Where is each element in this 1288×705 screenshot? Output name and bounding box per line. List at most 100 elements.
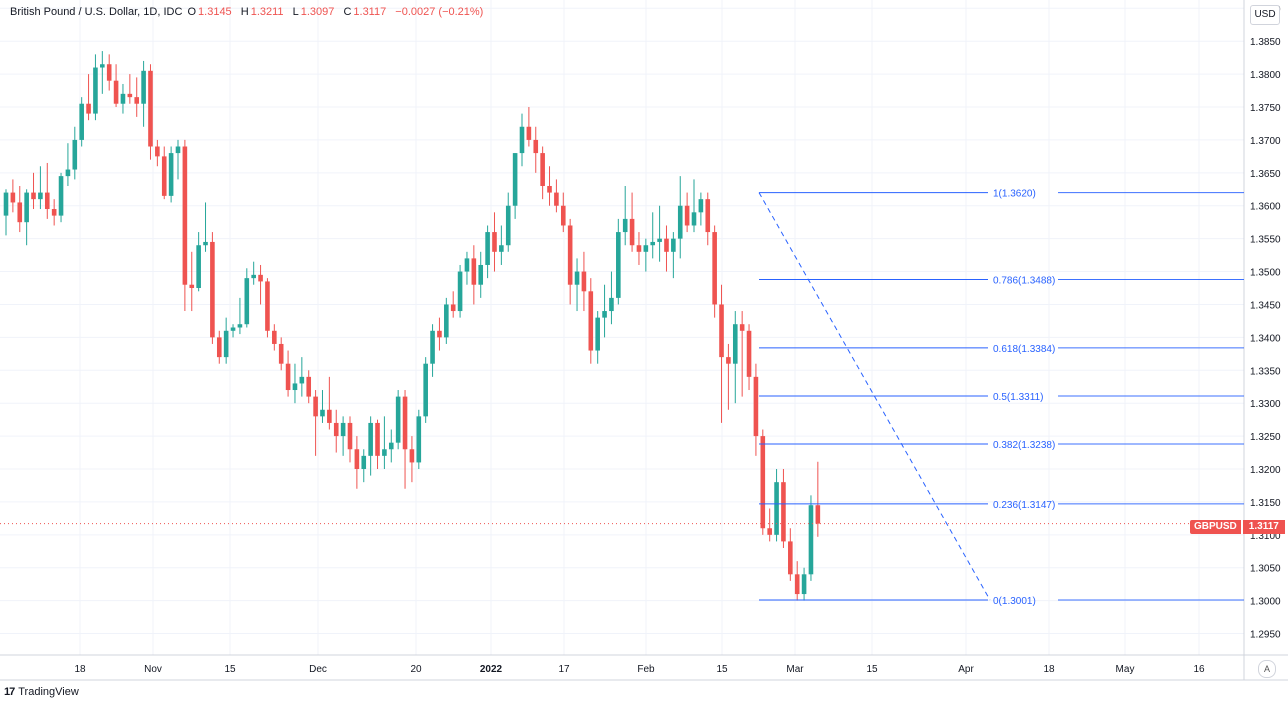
y-tick-label: 1.3050 (1250, 564, 1281, 575)
close-label: C (343, 6, 352, 18)
candle-body (464, 258, 470, 272)
fib-level-label: 0.5(1.3311) (993, 392, 1043, 403)
candle-body (354, 449, 360, 470)
candle-body (223, 330, 229, 358)
y-tick-label: 1.3300 (1250, 399, 1281, 410)
candle-body (368, 422, 373, 456)
price-badge-symbol: GBPUSD (1190, 520, 1241, 534)
candle-body (753, 376, 759, 437)
candle-body (148, 70, 153, 147)
fib-level-label: 0.236(1.3147) (993, 500, 1055, 511)
candle-body (86, 103, 91, 114)
candle-body (161, 156, 167, 196)
candle-body (622, 218, 628, 233)
candle-body (450, 304, 456, 312)
candle-body (437, 330, 442, 338)
tradingview-brand: TradingView (18, 686, 79, 698)
candle-body (423, 363, 428, 417)
low-label: L (292, 6, 299, 18)
candle-body (444, 304, 449, 338)
close-value: 1.3117 (353, 6, 387, 18)
tradingview-icon: 17 (4, 686, 15, 698)
candle-body (251, 274, 256, 279)
fib-level-label: 1(1.3620) (993, 189, 1036, 200)
candle-body (120, 93, 126, 104)
fib-level-label: 0.382(1.3238) (993, 440, 1055, 451)
candle-body (457, 271, 463, 312)
candle-body (519, 126, 525, 154)
x-tick-label: 16 (1193, 664, 1205, 675)
candle-body (760, 436, 766, 529)
candle-body (767, 528, 772, 535)
y-tick-label: 1.3450 (1250, 300, 1281, 311)
candle-body (244, 278, 250, 325)
open-label: O (187, 6, 197, 18)
candle-body (361, 455, 367, 470)
candle-body (801, 574, 807, 595)
symbol-title: British Pound / U.S. Dollar, 1D, IDC (10, 6, 183, 18)
candle-body (739, 324, 745, 331)
candle-body (471, 258, 477, 285)
candle-body (485, 232, 490, 265)
candle-body (512, 153, 518, 206)
candle-body (719, 304, 724, 358)
candle-body (106, 64, 112, 81)
candle-body (526, 126, 532, 140)
candle-body (299, 376, 305, 384)
y-tick-label: 1.3400 (1250, 333, 1281, 344)
tradingview-logo[interactable]: 17 TradingView (4, 686, 79, 698)
candle-body (93, 67, 98, 114)
candle-body (492, 232, 497, 252)
y-tick-label: 1.3600 (1250, 202, 1281, 213)
candle-body (38, 192, 43, 200)
candle-body (100, 64, 105, 68)
candle-body (815, 505, 821, 524)
y-tick-label: 1.3250 (1250, 432, 1281, 443)
candle-body (3, 192, 9, 216)
candle-body (746, 330, 752, 377)
candle-body (24, 192, 29, 223)
currency-button[interactable]: USD (1250, 5, 1280, 25)
x-tick-label: Mar (786, 664, 804, 675)
candle-body (677, 205, 683, 239)
candle-body (31, 192, 36, 200)
candle-body (51, 209, 57, 216)
candle-body (196, 245, 201, 289)
fib-level-label: 0.786(1.3488) (993, 275, 1055, 286)
candle-body (216, 337, 222, 358)
candle-body (691, 212, 697, 226)
candle-body (698, 199, 704, 213)
candle-body (395, 396, 401, 443)
candle-body (540, 153, 545, 186)
x-tick-label: May (1116, 664, 1135, 675)
candle-body (781, 482, 786, 542)
y-tick-label: 1.3500 (1250, 268, 1281, 279)
auto-scale-button[interactable]: A (1258, 660, 1276, 678)
candle-body (210, 241, 215, 338)
y-tick-label: 1.3350 (1250, 366, 1281, 377)
candle-body (327, 409, 332, 423)
candle-body (416, 416, 422, 463)
candle-body (616, 232, 621, 298)
candle-body (430, 330, 435, 364)
candle-body (237, 324, 243, 328)
x-tick-label: 17 (558, 664, 570, 675)
y-tick-label: 1.3200 (1250, 465, 1281, 476)
candle-body (567, 225, 573, 285)
candle-body (774, 482, 779, 535)
high-value: 1.3211 (250, 6, 284, 18)
candle-body (732, 324, 738, 364)
candle-body (44, 192, 50, 210)
fib-level-label: 0(1.3001) (993, 596, 1036, 607)
y-tick-label: 1.3700 (1250, 136, 1281, 147)
candle-body (127, 93, 133, 98)
x-tick-label: Feb (637, 664, 655, 675)
candle-body (230, 327, 236, 331)
candle-body (168, 153, 174, 196)
candle-body (533, 139, 539, 154)
candle-body (79, 103, 84, 140)
x-tick-label: Dec (309, 664, 327, 675)
candle-body (499, 245, 504, 252)
candle-body (643, 245, 649, 252)
